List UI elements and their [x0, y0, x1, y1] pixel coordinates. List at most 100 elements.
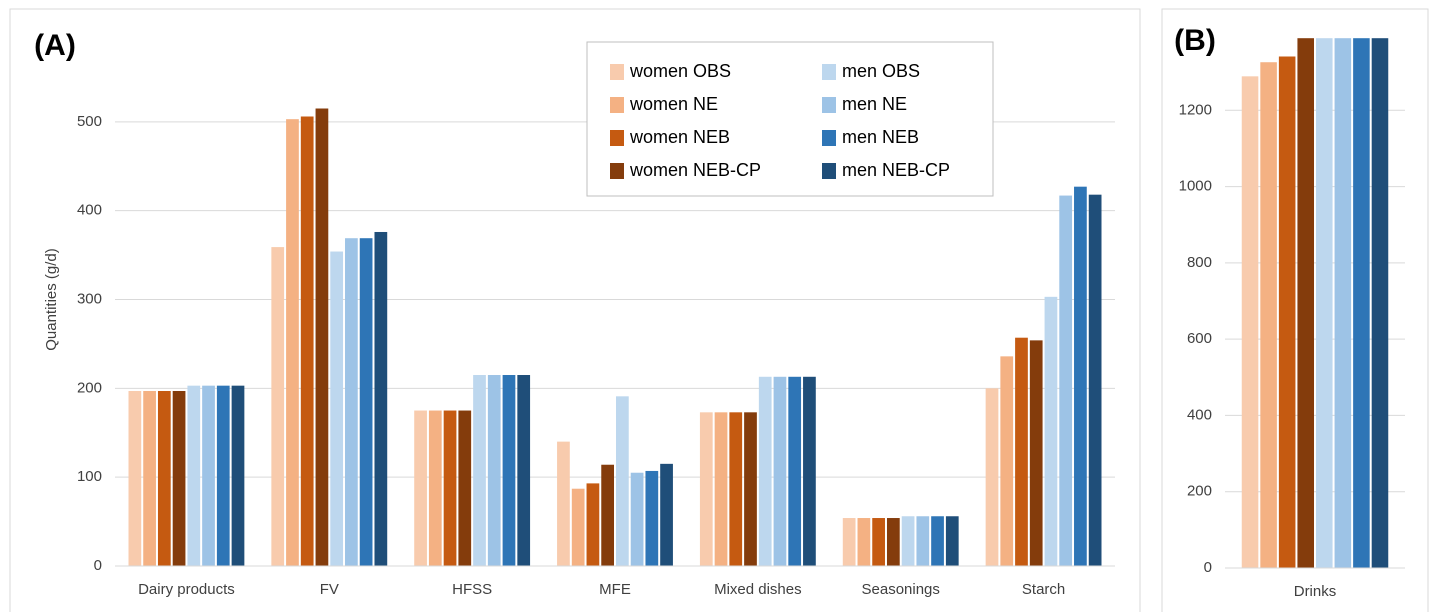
y-tick-label: 600: [1187, 330, 1212, 347]
y-tick-label: 300: [77, 290, 102, 307]
bar: [517, 375, 531, 566]
bar: [315, 108, 329, 566]
x-tick-label: Seasonings: [862, 581, 940, 598]
bar: [1074, 186, 1087, 566]
legend-swatch: [822, 130, 836, 146]
bar: [788, 376, 802, 566]
panel-border: [9, 8, 1141, 612]
bar: [1000, 356, 1014, 566]
bar: [557, 441, 570, 566]
bar: [128, 390, 142, 566]
bar: [571, 488, 585, 566]
bar: [330, 251, 344, 566]
bar: [773, 376, 787, 566]
bar: [1353, 38, 1370, 568]
bar: [143, 390, 156, 566]
bar: [172, 390, 186, 566]
bar: [345, 238, 358, 566]
bar: [1316, 38, 1333, 568]
bar: [616, 396, 629, 566]
legend-swatch: [610, 163, 624, 179]
legend-swatch: [610, 97, 624, 113]
y-axis-label: Quantities (g/d): [43, 248, 60, 351]
y-tick-label: 800: [1187, 254, 1212, 271]
legend-text: men NEB: [842, 127, 919, 147]
y-tick-label: 1200: [1179, 101, 1212, 118]
bar: [502, 375, 516, 566]
bar: [842, 518, 856, 566]
bar: [1088, 194, 1102, 566]
bar: [1241, 76, 1259, 569]
panel-label: (B): [1174, 24, 1216, 57]
bar: [758, 376, 772, 566]
legend-text: women OBS: [629, 61, 731, 81]
y-tick-label: 0: [94, 557, 102, 574]
panel-border: [1161, 8, 1429, 612]
bar: [359, 238, 373, 566]
legend-box: [586, 41, 994, 197]
bar: [660, 463, 673, 566]
bar: [872, 518, 885, 566]
bar: [1044, 296, 1058, 566]
bar: [286, 119, 299, 566]
bar: [231, 385, 245, 566]
x-tick-label: Dairy products: [138, 581, 235, 598]
y-tick-label: 400: [1187, 406, 1212, 423]
legend-swatch: [610, 64, 624, 80]
bar: [157, 390, 171, 566]
bar: [886, 518, 900, 566]
bar: [458, 410, 472, 566]
bar: [473, 375, 486, 566]
bar: [744, 412, 757, 566]
bar: [202, 385, 215, 566]
legend-swatch: [822, 64, 836, 80]
bar: [729, 412, 743, 566]
legend-text: men NEB-CP: [842, 160, 950, 180]
legend-swatch: [822, 163, 836, 179]
y-tick-label: 200: [77, 379, 102, 396]
bar: [1297, 38, 1314, 568]
bar: [645, 470, 659, 566]
bar: [985, 388, 999, 566]
y-tick-label: 200: [1187, 483, 1212, 500]
bar: [945, 516, 959, 566]
x-tick-label: MFE: [599, 581, 631, 598]
y-tick-label: 0: [1204, 559, 1212, 576]
x-tick-label: Starch: [1022, 581, 1065, 598]
panel-label: (A): [34, 29, 76, 62]
bar: [931, 516, 944, 566]
bar: [443, 410, 457, 566]
bar: [901, 516, 915, 566]
bar: [1029, 340, 1043, 566]
legend-swatch: [822, 97, 836, 113]
bar: [374, 231, 388, 566]
x-tick-label: FV: [320, 581, 339, 598]
bar: [487, 375, 501, 566]
x-tick-label: HFSS: [452, 581, 492, 598]
legend-text: women NEB-CP: [629, 160, 761, 180]
bar: [1015, 337, 1028, 566]
legend-text: women NEB: [629, 127, 730, 147]
bar: [1260, 62, 1277, 569]
y-tick-label: 1000: [1179, 178, 1212, 195]
x-tick-label: Drinks: [1294, 583, 1337, 600]
bar: [216, 385, 230, 566]
bar: [803, 376, 816, 566]
bar: [714, 412, 728, 566]
y-tick-label: 500: [77, 113, 102, 130]
legend-text: men NE: [842, 94, 907, 114]
legend-text: men OBS: [842, 61, 920, 81]
legend-swatch: [610, 130, 624, 146]
bar: [916, 516, 930, 566]
bar: [586, 483, 600, 566]
bar: [414, 410, 427, 566]
bar: [1334, 38, 1352, 568]
bar: [1059, 195, 1073, 566]
bar: [630, 472, 644, 566]
bar: [271, 247, 285, 567]
bar: [857, 518, 871, 566]
bar: [1371, 38, 1389, 568]
y-tick-label: 400: [77, 202, 102, 219]
bar: [699, 412, 713, 566]
